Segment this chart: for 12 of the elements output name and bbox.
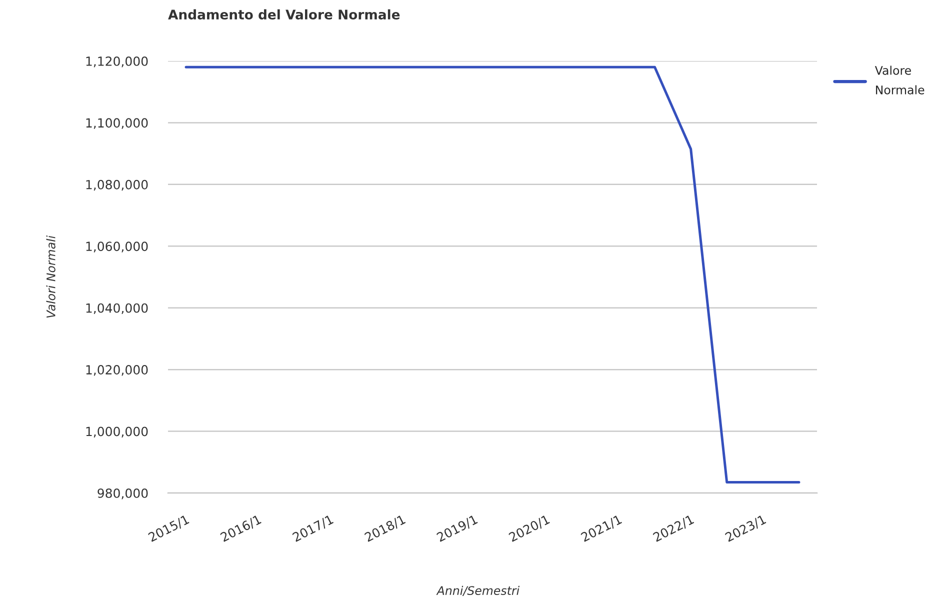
chart-title: Andamento del Valore Normale: [168, 9, 400, 20]
y-tick-label: 1,020,000: [86, 365, 148, 376]
legend-label: Valore Normale: [874, 66, 924, 94]
y-tick-label: 980,000: [98, 488, 148, 500]
y-axis-title: Valori Normali: [46, 235, 56, 318]
x-axis-title: Anni/Semestri: [436, 586, 520, 596]
y-tick-label: 1,080,000: [86, 180, 148, 191]
y-tick-label: 1,100,000: [86, 118, 148, 129]
y-tick-label: 1,000,000: [86, 426, 148, 438]
y-tick-label: 1,060,000: [86, 242, 148, 252]
y-tick-label: 1,040,000: [86, 303, 148, 314]
y-tick-label: 1,120,000: [86, 56, 148, 68]
